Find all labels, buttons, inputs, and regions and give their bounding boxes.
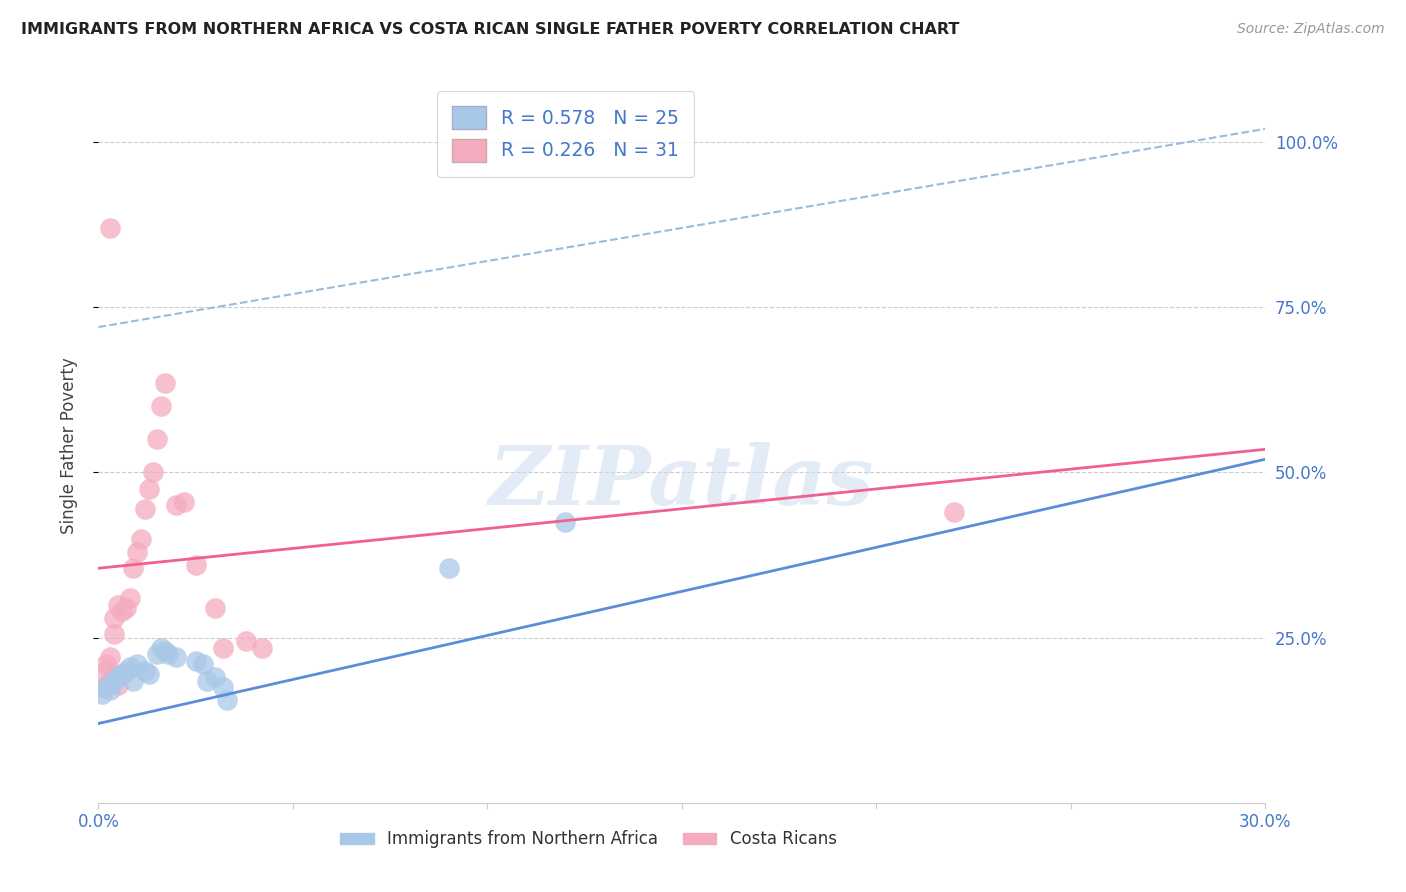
Point xyxy=(127,545,149,559)
Point xyxy=(165,499,187,513)
Point xyxy=(215,693,238,707)
Y-axis label: Single Father Poverty: Single Father Poverty xyxy=(59,358,77,534)
Point xyxy=(91,687,114,701)
Point xyxy=(107,678,129,692)
Point xyxy=(149,640,172,655)
Point xyxy=(96,680,118,694)
Point xyxy=(212,680,235,694)
Point xyxy=(250,640,273,655)
Point xyxy=(173,495,195,509)
Point xyxy=(184,654,207,668)
Point xyxy=(122,673,145,688)
Point xyxy=(184,558,207,572)
Point xyxy=(118,591,141,605)
Point xyxy=(111,667,134,681)
Point xyxy=(98,221,121,235)
Point xyxy=(127,657,149,671)
Point xyxy=(129,532,152,546)
Point xyxy=(165,650,187,665)
Text: IMMIGRANTS FROM NORTHERN AFRICA VS COSTA RICAN SINGLE FATHER POVERTY CORRELATION: IMMIGRANTS FROM NORTHERN AFRICA VS COSTA… xyxy=(21,22,959,37)
Point xyxy=(118,660,141,674)
Point xyxy=(134,501,156,516)
Legend: Immigrants from Northern Africa, Costa Ricans: Immigrants from Northern Africa, Costa R… xyxy=(333,824,844,855)
Point xyxy=(122,561,145,575)
Point xyxy=(98,673,121,688)
Point xyxy=(98,650,121,665)
Point xyxy=(204,600,226,615)
Point xyxy=(554,515,576,529)
Point xyxy=(103,627,125,641)
Point xyxy=(437,561,460,575)
Point xyxy=(103,667,125,681)
Point xyxy=(943,505,966,519)
Point xyxy=(142,466,165,480)
Point xyxy=(195,673,218,688)
Point xyxy=(103,673,125,688)
Point xyxy=(107,670,129,684)
Text: ZIPatlas: ZIPatlas xyxy=(489,442,875,522)
Point xyxy=(114,664,136,678)
Point xyxy=(103,611,125,625)
Point xyxy=(146,433,169,447)
Point xyxy=(153,376,176,391)
Point xyxy=(111,604,134,618)
Point xyxy=(96,664,118,678)
Point xyxy=(153,644,176,658)
Point xyxy=(157,647,180,661)
Point xyxy=(107,598,129,612)
Point xyxy=(146,647,169,661)
Point xyxy=(138,482,160,496)
Point xyxy=(134,664,156,678)
Point xyxy=(235,634,257,648)
Point xyxy=(96,657,118,671)
Point xyxy=(193,657,215,671)
Point xyxy=(149,400,172,414)
Point xyxy=(114,600,136,615)
Point xyxy=(212,640,235,655)
Text: Source: ZipAtlas.com: Source: ZipAtlas.com xyxy=(1237,22,1385,37)
Point xyxy=(204,670,226,684)
Point xyxy=(138,667,160,681)
Point xyxy=(91,680,114,694)
Point xyxy=(98,683,121,698)
